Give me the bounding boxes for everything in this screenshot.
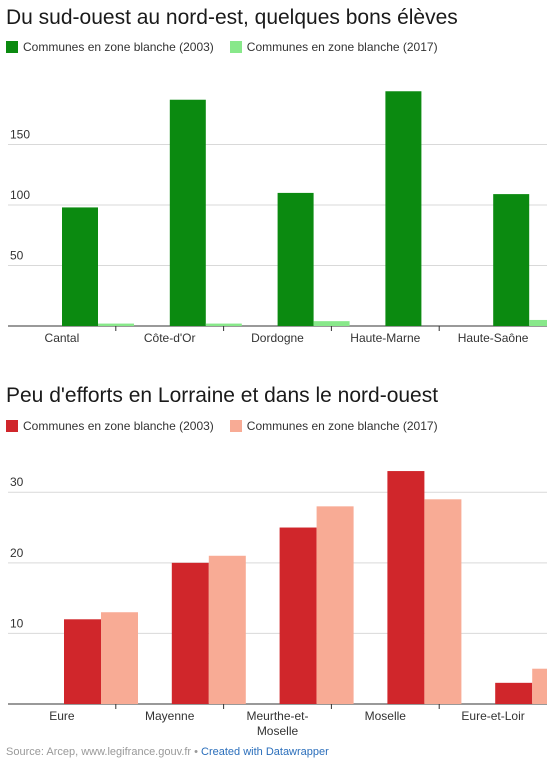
legend-swatch — [229, 41, 242, 53]
legend-swatch — [6, 420, 18, 432]
bar-2003 — [62, 207, 98, 326]
chart-1-plot: 50 100 150 Cantal Côte-d'Or Dordogne Haute-Mar… — [8, 91, 547, 345]
legend-item-2003: Communes en zone blanche (2003) — [6, 419, 214, 433]
bar-2003 — [495, 682, 533, 704]
bar-2003 — [169, 99, 206, 326]
bar-2003 — [387, 471, 425, 704]
chart-1-title: Du sud-ouest au nord-est, quelques bons … — [6, 6, 458, 29]
chart-2-title: Peu d'efforts en Lorraine et dans le nor… — [6, 384, 439, 407]
bar-2017 — [529, 319, 547, 326]
x-tick-label: Haute-Saône — [458, 331, 529, 345]
chart-2-legend: Communes en zone blanche (2003) Communes… — [6, 419, 454, 433]
chart-2: Peu d'efforts en Lorraine et dans le nor… — [6, 384, 547, 738]
legend-label: Communes en zone blanche (2003) — [23, 40, 214, 54]
bar-2017 — [424, 499, 462, 704]
legend-swatch — [229, 420, 242, 432]
chart-1-legend: Communes en zone blanche (2003) Communes… — [6, 40, 454, 54]
bar-2003 — [277, 192, 314, 326]
x-tick-label: Haute-Marne — [350, 331, 420, 345]
bar-2017 — [101, 612, 138, 704]
datawrapper-credit-link[interactable]: Created with Datawrapper — [201, 746, 329, 758]
x-tick-label: Eure-et-Loir — [461, 709, 524, 723]
legend-item-2017: Communes en zone blanche (2017) — [229, 40, 438, 54]
legend-item-2003: Communes en zone blanche (2003) — [6, 40, 214, 54]
y-tick-label: 30 — [10, 475, 24, 489]
bar-2017 — [313, 321, 350, 326]
legend-label: Communes en zone blanche (2017) — [246, 40, 438, 54]
legend-swatch — [6, 41, 18, 53]
bar-2003 — [279, 527, 317, 704]
y-tick-label: 50 — [10, 249, 24, 263]
bar-2003 — [493, 194, 530, 326]
bar-2017 — [205, 323, 242, 326]
chart-1: Du sud-ouest au nord-est, quelques bons … — [0, 0, 547, 360]
x-tick-label: Cantal — [45, 331, 80, 345]
footer: Source: Arcep, www.legifrance.gouv.fr • … — [6, 746, 329, 758]
chart-2-plot: 10 20 30 Eure Mayenne Meurthe-et-Moselle Mosel… — [8, 471, 547, 738]
bar-2003 — [385, 91, 422, 326]
x-tick-label: Moselle — [365, 709, 407, 723]
x-tick-label: Mayenne — [145, 709, 195, 723]
x-tick-label: Meurthe-et-Moselle — [246, 709, 308, 738]
bar-2017 — [208, 555, 246, 704]
y-tick-label: 10 — [10, 616, 24, 630]
x-tick-label: Dordogne — [251, 331, 304, 345]
legend-label: Communes en zone blanche (2003) — [23, 419, 214, 433]
bar-2017 — [532, 668, 547, 704]
y-tick-label: 100 — [10, 188, 30, 202]
y-tick-label: 150 — [10, 128, 30, 142]
y-tick-label: 20 — [10, 546, 24, 560]
bar-2003 — [171, 562, 209, 704]
legend-label: Communes en zone blanche (2017) — [246, 419, 438, 433]
bar-2017 — [98, 323, 134, 326]
bar-2017 — [316, 506, 354, 704]
x-tick-label: Eure — [49, 709, 75, 723]
source-text: Source: Arcep, www.legifrance.gouv.fr • — [6, 746, 202, 758]
x-tick-label: Côte-d'Or — [144, 331, 196, 345]
legend-item-2017: Communes en zone blanche (2017) — [229, 419, 438, 433]
bar-2003 — [64, 619, 101, 704]
